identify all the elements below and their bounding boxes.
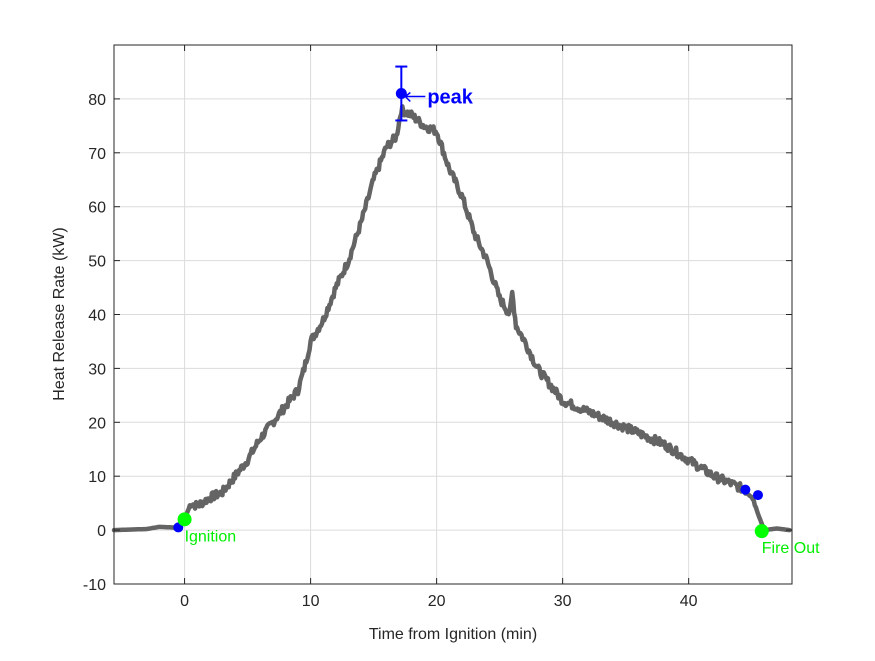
- y-tick-label: 10: [88, 469, 106, 486]
- y-tick-label: 60: [88, 200, 106, 217]
- x-tick-label: 10: [302, 593, 320, 610]
- y-tick-label: 40: [88, 308, 106, 325]
- event-label: Fire Out: [762, 540, 820, 557]
- data-marker: [740, 484, 751, 495]
- x-tick-label: 20: [428, 593, 446, 610]
- y-tick-label: 50: [88, 254, 106, 271]
- x-tick-label: 0: [180, 593, 189, 610]
- y-axis-label: Heat Release Rate (kW): [51, 227, 68, 400]
- peak-label: peak: [427, 87, 473, 109]
- hrr-series-line: [111, 104, 792, 533]
- y-tick-label: 70: [88, 146, 106, 163]
- y-tick-label: 0: [97, 523, 106, 540]
- peak-arrowhead: [404, 91, 411, 103]
- data-marker: [752, 490, 763, 501]
- peak-marker: [395, 88, 407, 100]
- y-tick-label: 20: [88, 415, 106, 432]
- event-label: Ignition: [185, 528, 237, 545]
- x-tick-label: 30: [554, 593, 572, 610]
- y-tick-label: 80: [88, 92, 106, 109]
- x-axis-label: Time from Ignition (min): [369, 626, 537, 643]
- y-tick-label: 30: [88, 361, 106, 378]
- event-marker: [177, 512, 192, 527]
- x-tick-label: 40: [680, 593, 698, 610]
- y-tick-label: -10: [83, 577, 106, 594]
- event-marker: [754, 524, 769, 539]
